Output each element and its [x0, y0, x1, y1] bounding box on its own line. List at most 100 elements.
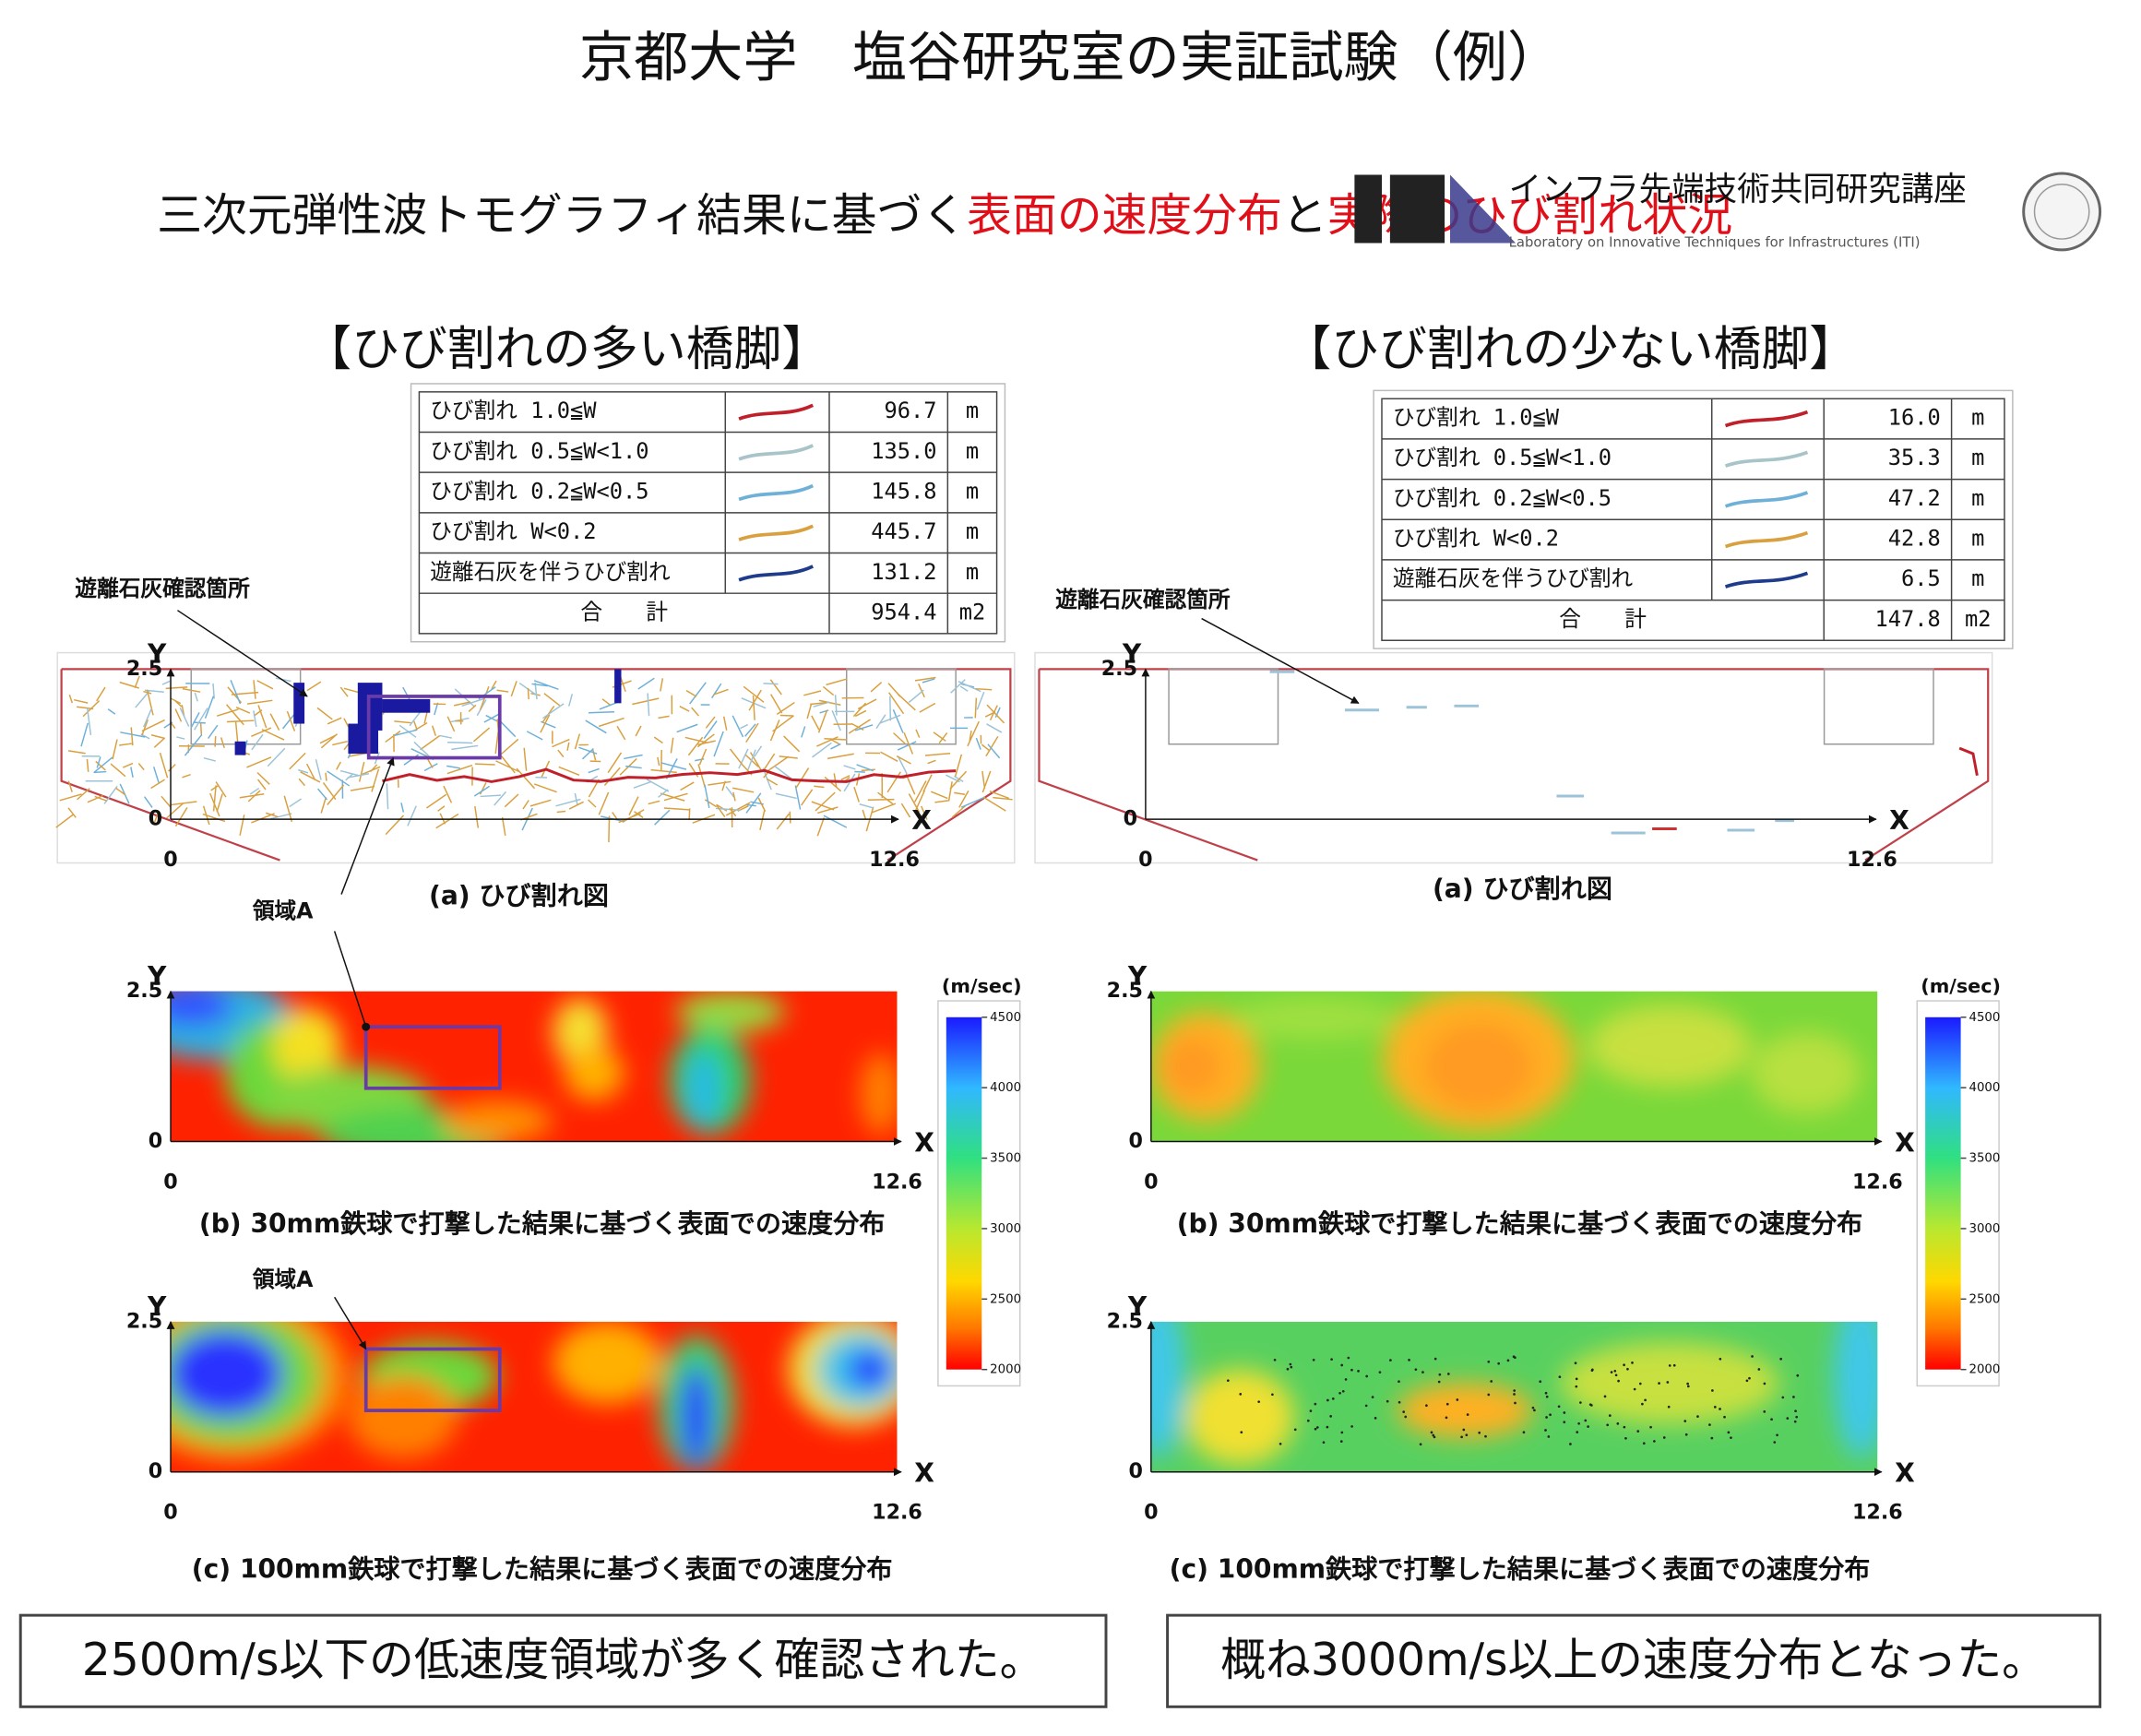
crack [495, 760, 520, 773]
sensor-dot [1574, 1361, 1577, 1365]
crack [67, 807, 77, 818]
axis-label-x: X [914, 1458, 934, 1489]
crack [212, 683, 215, 699]
axis-label-x: X [1889, 805, 1909, 836]
crack [986, 704, 1005, 724]
legend-line [738, 524, 815, 541]
sensor-dot [1547, 1435, 1551, 1438]
crack [927, 759, 936, 765]
crack [757, 797, 767, 812]
sensor-dot [1421, 1371, 1424, 1373]
crack [358, 761, 365, 782]
sensor-dot [1430, 1431, 1433, 1434]
crack [660, 678, 664, 692]
crack [567, 694, 574, 707]
crack [811, 801, 835, 811]
total-unit: m2 [959, 600, 986, 625]
heatmap-blob [564, 1045, 624, 1101]
sensor-dot [1590, 1404, 1593, 1407]
seal-ring [2033, 184, 2090, 240]
crack [130, 767, 134, 778]
sensor-dot [1686, 1385, 1690, 1388]
sensor-dot [1314, 1427, 1317, 1431]
crack [823, 814, 848, 828]
y-tick-label: 2.5 [1107, 979, 1143, 1003]
row-label: 遊離石灰を伴うひび割れ [430, 559, 671, 585]
region-box [366, 695, 502, 760]
sensor-dot [1793, 1420, 1797, 1423]
crack [194, 707, 208, 731]
sensor-dot [1378, 1371, 1382, 1373]
crack [959, 685, 969, 692]
lime-crack [293, 683, 305, 724]
sensor-dot [1465, 1433, 1469, 1437]
annotation: 遊離石灰確認箇所 [1055, 587, 1231, 612]
crack [981, 770, 986, 790]
crack [794, 785, 802, 810]
sensor-dot [1779, 1357, 1782, 1361]
heatmap [1150, 991, 1878, 1142]
sensor-dot [1557, 1405, 1561, 1409]
crack [588, 799, 597, 808]
row-value: 35.3 [1888, 445, 1941, 470]
row-value: 145.8 [871, 479, 936, 505]
crack [501, 816, 506, 836]
crack [504, 793, 519, 808]
crack [892, 708, 904, 733]
crack [862, 809, 867, 820]
crack [413, 721, 428, 731]
crack [856, 764, 874, 772]
row-unit: m [966, 518, 979, 544]
sensor-dot [1433, 1357, 1437, 1361]
colorbar-tick-label: 4500 [1969, 1011, 2000, 1025]
crack [795, 767, 810, 789]
colorbar-tick-label: 3000 [1969, 1222, 2000, 1236]
sensor-dot [1240, 1431, 1243, 1434]
x-tick-label: 0 [1138, 848, 1152, 872]
crack [413, 720, 418, 730]
crack [921, 805, 928, 820]
crack [663, 792, 688, 802]
crack [472, 727, 491, 743]
crack [663, 807, 690, 811]
sensor-dot [1683, 1420, 1687, 1422]
crack [775, 792, 797, 800]
crack [762, 753, 776, 771]
sensor-dot [1347, 1356, 1350, 1360]
crack [87, 794, 103, 803]
crack [552, 738, 570, 748]
crack [474, 763, 495, 766]
sensor-dot [1402, 1410, 1406, 1413]
crack [854, 724, 874, 731]
crack [612, 812, 618, 820]
crack [852, 702, 867, 718]
sensor-dot [1563, 1421, 1566, 1424]
crack [146, 689, 154, 716]
sensor-dot [1644, 1398, 1647, 1402]
crack [468, 704, 477, 713]
sensor-dot [1549, 1413, 1552, 1417]
total-label: 合 計 [580, 600, 668, 625]
heatmap-blob [686, 1051, 720, 1128]
crack [202, 813, 226, 823]
crack [182, 687, 201, 693]
crack [454, 701, 471, 707]
crack [880, 751, 898, 762]
crack [747, 749, 756, 770]
crack [743, 685, 765, 703]
crack [987, 743, 1001, 759]
sensor-dot [1293, 1428, 1297, 1432]
major-crack [382, 767, 957, 783]
row-label: ひび割れ W<0.2 [430, 518, 596, 544]
crack [704, 799, 718, 808]
sensor-dot [1432, 1433, 1435, 1437]
crack [286, 710, 296, 731]
crack [767, 755, 790, 771]
region-label: 領域A [252, 1266, 314, 1292]
crack [679, 706, 690, 712]
crack [744, 723, 756, 737]
sensor-dot [1781, 1396, 1785, 1399]
crack [680, 781, 695, 791]
sensor-dot [1340, 1431, 1344, 1434]
row-label: ひび割れ 0.2≦W<0.5 [430, 479, 648, 505]
